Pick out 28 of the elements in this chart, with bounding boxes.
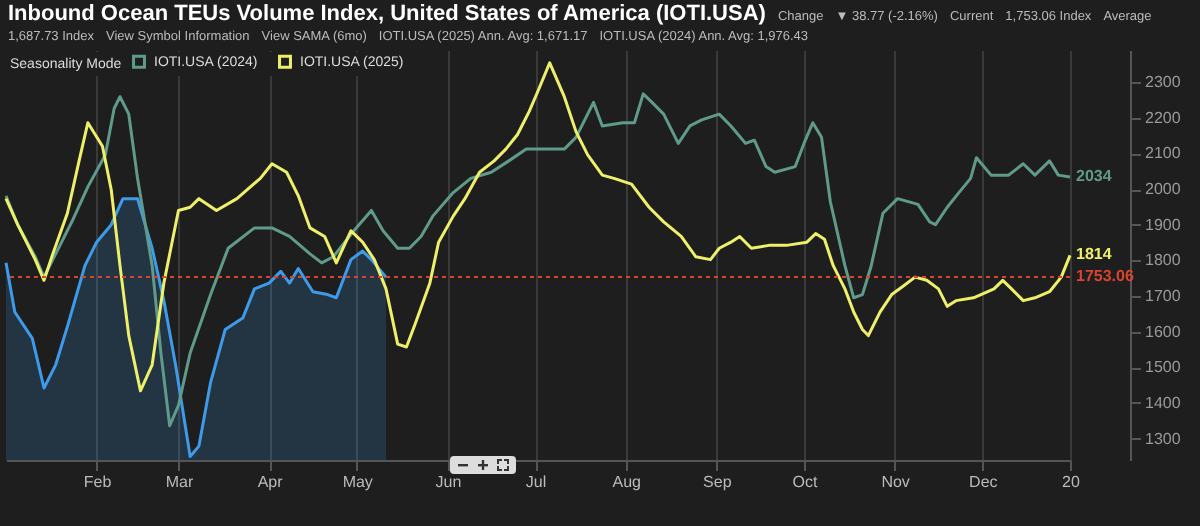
ref-line-label: 1753.06 [1076, 267, 1135, 286]
y-tick-label: 1500 [1145, 358, 1182, 377]
x-tick-label: Apr [257, 473, 284, 491]
y-tick-label: 1300 [1145, 429, 1182, 448]
y-tick-label: 2100 [1145, 144, 1182, 163]
y-tick-label: 1400 [1145, 393, 1182, 412]
x-tick-label: Jul [525, 473, 547, 491]
x-tick-label: Feb [83, 473, 113, 491]
y-tick-label: 1700 [1145, 287, 1182, 305]
chart-title: Inbound Ocean TEUs Volume Index, United States of America (IOTI.USA) [8, 2, 766, 26]
line-series [4, 92, 1072, 428]
data-label: 1814 [1076, 245, 1113, 264]
x-tick-label: Jun [435, 473, 462, 491]
x-tick-label: Sep [703, 473, 733, 491]
y-tick-label: 1600 [1145, 322, 1182, 341]
y-tick-label: 2200 [1145, 108, 1182, 127]
data-label: 2034 [1076, 166, 1113, 185]
x-tick-label: 20 [1062, 473, 1081, 491]
x-tick-label: May [342, 473, 373, 491]
y-tick-label: 1900 [1145, 215, 1182, 234]
x-tick-label: Aug [612, 473, 641, 491]
x-tick-label: Mar [165, 473, 194, 491]
y-tick-label: 1800 [1145, 251, 1182, 270]
x-tick-label: Dec [969, 473, 998, 491]
y-tick-label: 2300 [1145, 73, 1182, 92]
x-tick-label: Oct [792, 473, 819, 491]
y-tick-label: 2000 [1145, 180, 1182, 199]
x-tick-label: Nov [881, 473, 910, 491]
